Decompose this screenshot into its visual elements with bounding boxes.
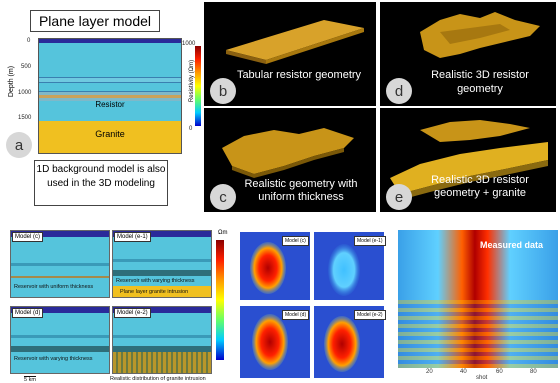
layer-granite-label: Granite — [95, 129, 125, 139]
section-colorbar — [216, 240, 224, 360]
depth-tick-1000: 1000 — [18, 90, 32, 96]
panel-e: Realistic 3D resistor geometry + granite… — [380, 108, 556, 212]
panel-d: Realistic 3D resistor geometry d — [380, 2, 556, 106]
colorbar-label: Resistivity (Ωm) — [189, 59, 195, 103]
panel-a-title: Plane layer model — [30, 10, 160, 32]
layer-column — [38, 38, 182, 154]
panel-e-text: Realistic 3D resistor geometry + granite — [431, 174, 529, 199]
label-model-e2: Model (e-2) — [114, 308, 151, 318]
response-svg — [240, 232, 384, 378]
badge-d: d — [386, 78, 412, 104]
resp-label-model-e2: Model (e-2) — [354, 310, 386, 320]
caption-granite-distribution: Realistic distribution of granite intrus… — [110, 376, 206, 382]
measured-data-map — [398, 230, 558, 368]
section-model-e2 — [112, 306, 212, 374]
resp-label-model-c: Model (c) — [282, 236, 309, 246]
badge-c: c — [210, 184, 236, 210]
depth-tick-500: 500 — [21, 64, 32, 70]
section-unit: Ωm — [218, 230, 228, 236]
measured-xlabel: shot — [476, 375, 488, 381]
caption-model-e1: Reservoir with varying thickness — [116, 278, 195, 284]
measured-xtick-20: 20 — [426, 369, 433, 375]
panel-b-text: Tabular resistor geometry — [236, 69, 362, 81]
measured-xtick-40: 40 — [460, 369, 467, 375]
panel-d-text: Realistic 3D resistor geometry — [431, 69, 529, 95]
uniform-geometry — [222, 128, 354, 178]
panel-a-caption: 1D background model is also used in the … — [34, 160, 168, 206]
depth-tick-1500: 1500 — [18, 115, 32, 121]
caption-model-c: Reservoir with uniform thickness — [14, 284, 94, 290]
panel-c-text: Realistic geometry with uniform thicknes… — [244, 178, 358, 203]
panel-a: Plane layer model Depth (m) 0 500 1000 1… — [2, 2, 201, 210]
realistic-geometry — [420, 12, 540, 58]
colorbar — [195, 46, 201, 126]
tabular-geometry — [226, 20, 364, 64]
scale-bar-label: 5 km — [24, 376, 36, 383]
granite-geometry — [390, 120, 548, 200]
layer-resistor-label: Resistor — [95, 100, 125, 109]
response-maps: Model (c) Model (e-1) Model (d) Model (e… — [236, 230, 386, 382]
colorbar-min: 0 — [189, 126, 193, 132]
colorbar-max: 1000 — [182, 41, 196, 47]
depth-axis-label: Depth (m) — [8, 65, 16, 98]
measured-xtick-80: 80 — [530, 369, 537, 375]
badge-b: b — [210, 78, 236, 104]
measured-data-title: Measured data — [480, 240, 544, 250]
resp-label-model-d: Model (d) — [282, 310, 310, 320]
measured-xtick-60: 60 — [496, 369, 503, 375]
label-model-d: Model (d) — [12, 308, 44, 318]
section-grid: Model (c) Reservoir with uniform thickne… — [2, 230, 230, 383]
panel-c: Realistic geometry with uniform thicknes… — [204, 108, 376, 212]
badge-a: a — [6, 132, 32, 158]
depth-tick-0: 0 — [27, 38, 31, 44]
section-model-d — [10, 306, 110, 374]
resp-label-model-e1: Model (e-1) — [354, 236, 386, 246]
measured-stripes — [398, 300, 558, 368]
section-model-e1 — [112, 230, 212, 298]
label-model-e1: Model (e-1) — [114, 232, 151, 242]
measured-data-panel: Measured data 20 40 60 80 shot — [398, 230, 558, 382]
caption-model-e1-granite: Plane layer granite intrusion — [120, 289, 189, 295]
badge-e: e — [386, 184, 412, 210]
panel-b: Tabular resistor geometry b — [204, 2, 376, 106]
caption-model-d: Reservoir with varying thickness — [14, 356, 93, 362]
label-model-c: Model (c) — [12, 232, 44, 242]
